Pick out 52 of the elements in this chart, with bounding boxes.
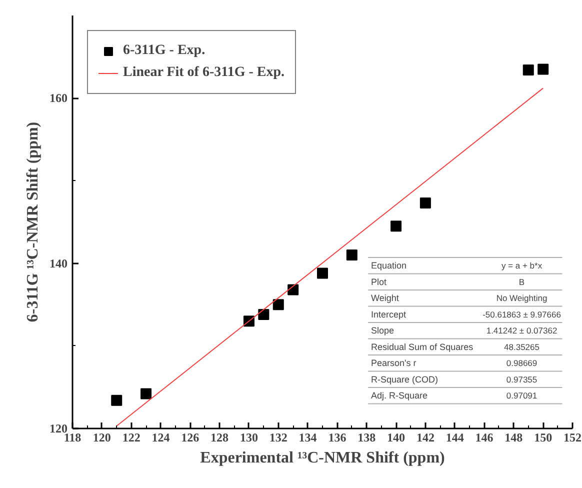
- legend-label: Linear Fit of 6-311G - Exp.: [123, 65, 285, 81]
- x-tick-label: 134: [298, 430, 317, 444]
- annotation: y = a + b*x: [501, 260, 543, 271]
- x-tick-label: 126: [181, 430, 200, 444]
- point: [390, 220, 402, 232]
- annotation: 48.35265: [504, 342, 540, 352]
- point: [346, 250, 358, 261]
- annotation: Plot: [371, 276, 388, 287]
- x-tick-label: 128: [210, 430, 229, 444]
- x-tick-label: 132: [269, 430, 288, 444]
- y-tick-label: 140: [50, 256, 68, 270]
- x-tick-label: 142: [416, 430, 434, 444]
- annotation: Weight: [371, 293, 400, 304]
- point: [272, 299, 284, 310]
- annotation: Pearson's r: [371, 358, 416, 368]
- annotation: 0.98669: [506, 358, 538, 368]
- point: [258, 309, 270, 320]
- annotation: Adj. R-Square: [371, 390, 428, 401]
- point: [288, 284, 299, 296]
- x-tick-label: 130: [240, 430, 258, 444]
- x-tick-label: 124: [152, 430, 170, 444]
- annotation: No Weighting: [496, 293, 548, 304]
- x-tick-label: 122: [122, 430, 140, 444]
- y-tick-label: 160: [50, 91, 68, 106]
- x-tick-label: 146: [475, 430, 494, 444]
- x-tick-label: 148: [504, 430, 523, 444]
- x-tick-label: 144: [446, 430, 464, 444]
- x-tick-label: 120: [92, 430, 111, 444]
- annotation: 0.97355: [506, 374, 538, 384]
- annotation: Equation: [371, 260, 407, 271]
- annotation: Intercept: [371, 309, 407, 320]
- annotation: R-Square (COD): [371, 374, 438, 384]
- annotation: Residual Sum of Squares: [371, 342, 474, 352]
- legend-label: 6-311G - Exp.: [123, 43, 206, 59]
- annotation: B: [518, 276, 525, 287]
- point: [140, 388, 152, 400]
- point: [420, 198, 431, 208]
- annotation: 1.41242 ± 0.07362: [486, 326, 558, 336]
- x-axis-title: Experimental ¹³C-NMR Shift (ppm): [200, 450, 445, 466]
- x-tick-label: 152: [564, 430, 582, 444]
- annotation: Slope: [371, 326, 394, 336]
- x-tick-label: 150: [534, 430, 552, 444]
- y-axis-title: 6-311G ¹³C-NMR Shift (ppm): [24, 122, 42, 322]
- point: [538, 64, 549, 75]
- point: [522, 64, 534, 76]
- x-tick-label: 138: [358, 430, 376, 444]
- point: [317, 268, 328, 279]
- point: [111, 394, 122, 406]
- annotation: 0.97091: [506, 390, 538, 401]
- x-tick-label: 140: [387, 430, 406, 444]
- x-tick-label: 136: [328, 430, 346, 444]
- annotation: -50.61863 ± 9.97666: [482, 309, 562, 320]
